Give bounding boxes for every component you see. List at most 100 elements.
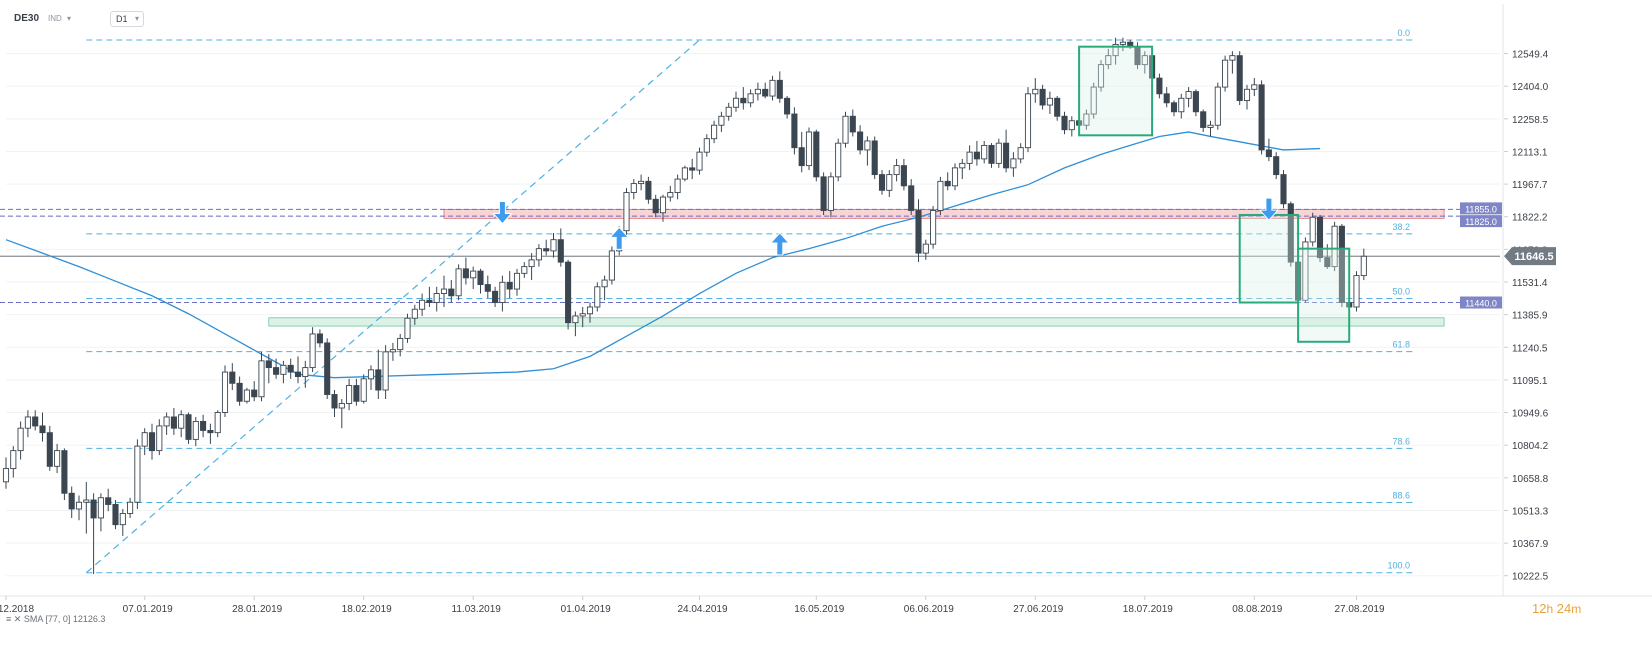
candle	[535, 244, 542, 267]
bull-candle-body	[667, 192, 674, 198]
bear-candle-body	[871, 140, 878, 176]
close-icon[interactable]: ✕	[13, 614, 22, 624]
bear-candle-body	[973, 151, 980, 160]
candle	[1178, 93, 1185, 119]
bull-candle-body	[1010, 158, 1017, 169]
candle	[185, 412, 192, 444]
candle	[981, 140, 988, 164]
candle	[1017, 143, 1024, 164]
candle	[462, 257, 469, 285]
timeframe-dropdown[interactable]: D1 ▾	[110, 11, 144, 27]
bull-candle-body	[1024, 93, 1032, 149]
bull-candle-body	[681, 167, 688, 180]
timer-minutes-unit: m	[1571, 602, 1582, 616]
candle	[294, 356, 302, 384]
bull-candle-body	[1017, 147, 1024, 160]
bull-candle-body	[302, 367, 309, 378]
candle	[835, 138, 842, 182]
bull-candle-body	[842, 115, 849, 144]
arrow-shape	[492, 201, 513, 225]
bear-candle-body	[857, 131, 864, 151]
y-tick-label: 11385.9	[1512, 311, 1548, 322]
bull-candle-body	[83, 499, 90, 503]
highlight-box	[1238, 213, 1300, 304]
candle	[1156, 73, 1163, 99]
candle	[287, 358, 294, 379]
bear-candle-body	[915, 210, 922, 254]
y-tick-label: 10658.8	[1512, 474, 1549, 485]
candle	[973, 140, 980, 166]
y-tick-label: 11967.7	[1512, 180, 1548, 191]
indicator-dropdown-label[interactable]: IND	[48, 14, 62, 23]
bull-candle-body	[528, 259, 535, 268]
bull-candle-body	[470, 270, 477, 279]
candle	[886, 170, 893, 198]
arrow-shape	[609, 226, 630, 250]
bull-candle-body	[674, 178, 681, 194]
bull-candle-body	[586, 306, 594, 315]
bull-candle-body	[24, 416, 31, 429]
settings-icon[interactable]: ≡	[6, 614, 12, 624]
bull-candle-body	[1229, 55, 1236, 61]
bear-candle-body	[900, 165, 907, 187]
candle	[871, 136, 878, 180]
x-tick-label: 27.08.2019	[1334, 604, 1384, 615]
candle	[908, 179, 915, 215]
candle	[134, 439, 141, 509]
bull-candle-body	[97, 497, 104, 519]
candle	[594, 282, 601, 312]
candle	[805, 127, 813, 171]
candle	[243, 387, 250, 404]
x-tick-label: 24.04.2019	[677, 604, 727, 615]
candle	[484, 275, 491, 299]
x-tick-label: 27.06.2019	[1013, 604, 1063, 615]
candle	[353, 378, 360, 406]
candle	[849, 109, 856, 137]
candle	[513, 268, 521, 296]
candle	[163, 412, 170, 435]
bull-candle-body	[696, 151, 703, 171]
chevron-down-icon: ▾	[134, 14, 139, 23]
candle	[470, 266, 477, 290]
candle	[1003, 129, 1010, 173]
bear-candle-body	[1236, 55, 1243, 101]
bear-candle-body	[105, 497, 112, 505]
candle	[433, 286, 440, 312]
bull-candle-body	[382, 351, 389, 391]
candle	[1287, 201, 1294, 267]
bear-candle-body	[944, 180, 951, 187]
bear-candle-body	[1170, 102, 1178, 113]
bull-candle-body	[754, 88, 761, 95]
indicator-legend-text: SMA [77, 0] 12126.3	[23, 614, 106, 624]
candle	[1229, 51, 1236, 74]
candle	[1170, 100, 1178, 117]
bull-candle-body	[886, 174, 893, 191]
bull-candle-body	[397, 337, 404, 351]
bear-candle-body	[1054, 97, 1061, 117]
bull-candle-body	[922, 243, 929, 254]
bear-candle-body	[68, 492, 75, 510]
bull-candle-body	[192, 420, 199, 440]
y-tick-label: 12404.0	[1512, 82, 1549, 93]
candle	[966, 145, 973, 171]
highlight-box	[1078, 45, 1154, 137]
candle	[1046, 91, 1053, 115]
bull-candle-body	[725, 106, 732, 117]
candle	[652, 194, 659, 218]
timer-minutes: 24	[1556, 601, 1572, 616]
candle	[214, 410, 221, 438]
candle	[1090, 82, 1097, 119]
candle	[178, 410, 185, 438]
bear-candle-body	[236, 382, 243, 402]
candle	[346, 378, 353, 411]
candle	[1032, 78, 1039, 103]
candle	[747, 89, 754, 108]
level-tag-bg	[1460, 215, 1502, 228]
chevron-down-icon[interactable]: ▾	[67, 14, 72, 23]
candle	[1316, 214, 1324, 263]
candle	[229, 363, 236, 391]
bull-candle-body	[1112, 43, 1119, 57]
bull-candle-body	[214, 412, 221, 434]
candle	[1214, 82, 1221, 130]
